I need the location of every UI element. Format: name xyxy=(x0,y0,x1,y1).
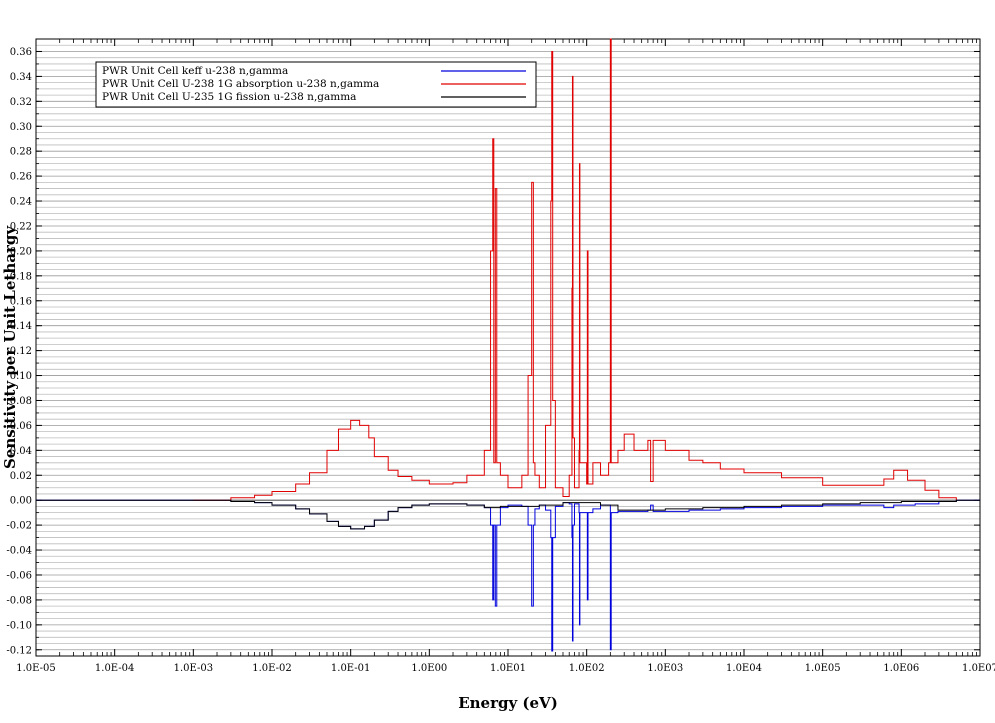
y-tick-label: 0.30 xyxy=(10,122,32,133)
legend-label: PWR Unit Cell keff u-238 n,gamma xyxy=(102,65,288,77)
y-tick-label: 0.26 xyxy=(10,172,32,183)
legend-label: PWR Unit Cell U-238 1G absorption u-238 … xyxy=(102,78,379,90)
y-tick-label: 0.24 xyxy=(10,197,32,208)
series-lines xyxy=(36,38,980,652)
y-tick-label: 0.00 xyxy=(10,496,32,507)
y-tick-label: 0.10 xyxy=(10,371,32,382)
axis-ticks: -0.12 -0.10 -0.08 -0.06 -0.04 -0.02 0.00 0.02 0.… xyxy=(6,39,995,674)
y-tick-label: -0.04 xyxy=(6,546,32,557)
series-line-2 xyxy=(193,38,957,501)
y-tick-label: 0.20 xyxy=(10,246,32,257)
y-tick-label: -0.10 xyxy=(6,620,32,631)
x-tick-label: 1.0E-05 xyxy=(16,663,56,674)
x-tick-label: 1.0E03 xyxy=(647,663,683,674)
y-tick-label: 0.18 xyxy=(10,271,32,282)
x-tick-label: 1.0E02 xyxy=(569,663,605,674)
y-tick-label: 0.28 xyxy=(10,147,32,158)
y-axis-title: Sensitivity per Unit Lethargy xyxy=(1,225,19,469)
series-line-3 xyxy=(36,499,980,530)
y-tick-label: 0.34 xyxy=(10,72,32,83)
x-tick-label: 1.0E-02 xyxy=(252,663,292,674)
y-tick-label: 0.32 xyxy=(10,97,32,108)
x-tick-label: 1.0E06 xyxy=(883,663,919,674)
y-tick-label: 0.36 xyxy=(10,47,32,58)
y-tick-label: -0.06 xyxy=(6,570,32,581)
legend-label: PWR Unit Cell U-235 1G fission u-238 n,g… xyxy=(102,91,356,103)
x-tick-label: 1.0E-03 xyxy=(174,663,214,674)
y-tick-label: 0.14 xyxy=(10,321,32,332)
y-tick-label: 0.06 xyxy=(10,421,32,432)
x-axis-title: Energy (eV) xyxy=(458,694,558,712)
y-tick-label: 0.02 xyxy=(10,471,32,482)
grid-lines xyxy=(36,38,980,657)
x-tick-label: 1.0E07 xyxy=(962,663,995,674)
x-tick-label: 1.0E01 xyxy=(490,663,526,674)
x-tick-label: 1.0E04 xyxy=(726,663,762,674)
y-tick-label: -0.08 xyxy=(6,595,32,606)
y-tick-label: -0.02 xyxy=(6,521,32,532)
x-tick-label: 1.0E-04 xyxy=(95,663,135,674)
y-tick-label: -0.12 xyxy=(6,645,32,656)
y-tick-label: 0.22 xyxy=(10,221,32,232)
y-tick-label: 0.12 xyxy=(10,346,32,357)
y-tick-label: 0.16 xyxy=(10,296,32,307)
y-tick-label: 0.08 xyxy=(10,396,32,407)
x-tick-label: 1.0E-01 xyxy=(331,663,371,674)
y-tick-label: 0.04 xyxy=(10,446,32,457)
x-tick-label: 1.0E00 xyxy=(411,663,447,674)
x-tick-label: 1.0E05 xyxy=(805,663,841,674)
